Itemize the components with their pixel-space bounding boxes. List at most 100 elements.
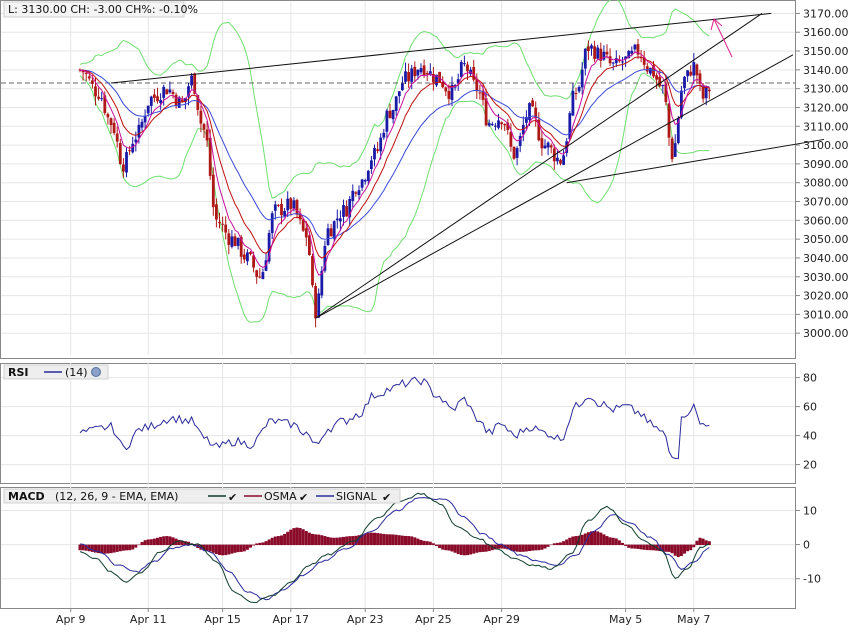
osma-bar [676,544,680,558]
osma-bar [385,534,389,546]
osma-bar [292,528,296,546]
osma-bar [521,544,525,552]
candle-body [540,138,544,149]
candle-body [286,198,290,211]
osma-bar [397,535,401,546]
ema-fast-line [79,51,710,276]
osma-bar [698,537,702,546]
candle-body [556,157,559,162]
candle-body [633,44,637,50]
osma-bar [307,532,311,546]
osma-bar [652,544,655,551]
candle-body [580,69,584,88]
osma-bar [317,534,321,546]
annotation-arrow [710,18,733,58]
rsi-settings-icon[interactable] [91,367,101,377]
osma-bar [667,544,671,552]
candle-body [704,86,708,99]
signal-legend-label: SIGNAL [336,490,378,503]
macd-series [78,492,711,604]
candle-body [224,224,228,233]
osma-bar [512,544,516,552]
candle-body [112,122,116,133]
candle-body [249,251,252,255]
candle-body [258,276,262,278]
osma-check-icon[interactable]: ✔ [299,491,308,504]
candle-body [317,293,321,318]
candle-body [478,92,482,94]
osma-bar [602,534,606,546]
candle-body [295,199,299,215]
osma-bar [298,527,302,546]
osma-bar [565,539,569,546]
candle-body [512,146,516,159]
osma-bar [156,537,159,546]
candle-body [366,170,370,182]
osma-bar [546,544,550,547]
candle-body [676,118,680,144]
osma-bar [314,534,318,546]
candle-body [546,142,550,148]
candle-body [397,91,401,97]
osma-bar [261,542,265,546]
candle-body [481,91,485,100]
candle-body [100,98,104,100]
candle-body [459,62,463,77]
candle-body [407,71,410,82]
candle-body [388,110,392,118]
osma-bar [109,544,113,554]
osma-bar [410,536,414,546]
osma-bar [444,544,448,551]
candle-body [639,57,643,59]
x-tick-label: Apr 29 [483,613,520,626]
osma-bar [636,544,640,549]
price-y-tick-label: 3130.00 [803,83,849,96]
osma-bar [583,533,587,546]
candle-body [199,110,203,124]
price-y-tick-label: 3030.00 [803,271,849,284]
osma-bar [404,535,407,546]
candle-body [149,96,153,106]
rsi-y-tick-label: 80 [803,372,817,385]
candle-body [525,117,528,123]
osma-bar [472,544,476,554]
macd-check-icon[interactable]: ✔ [228,491,237,504]
osma-bar [701,538,705,546]
rsi-legend[interactable]: RSI (14) [3,364,109,380]
price-y-tick-label: 3090.00 [803,158,849,171]
axis-labels: 3000.00 3010.00 3020.00 3030.00 3040.00 3050.… [56,7,849,626]
candle-body [97,96,100,99]
candle-body [267,233,271,262]
rsi-panel [0,363,796,484]
candle-body [125,152,128,173]
signal-check-icon[interactable]: ✔ [382,491,391,504]
candle-body [208,137,212,176]
candle-body [379,137,383,152]
macd-legend[interactable]: MACD (12, 26, 9 - EMA, EMA) ✔ OSMA ✔ SIG… [3,488,401,504]
candle-body [605,51,609,55]
osma-bar [162,536,166,546]
osma-bar [686,544,690,552]
osma-bar [137,544,141,546]
candle-body [246,252,249,262]
osma-bar [103,544,107,554]
candle-body [280,203,283,216]
osma-bar [90,544,94,552]
osma-bar [562,541,566,546]
candle-body [202,124,206,130]
candle-body [106,113,110,118]
osma-bar [475,544,479,553]
candle-body [534,107,538,119]
osma-bar [159,536,163,546]
candle-body [618,59,621,62]
candle-body [571,90,575,116]
osma-bar [459,544,463,555]
osma-bar [497,544,500,549]
osma-bar [242,544,246,552]
candle-body [596,47,600,59]
candle-body [78,69,82,71]
candle-body [655,75,658,80]
osma-bar [338,537,342,546]
osma-bar [692,544,696,548]
trendline [315,12,763,319]
